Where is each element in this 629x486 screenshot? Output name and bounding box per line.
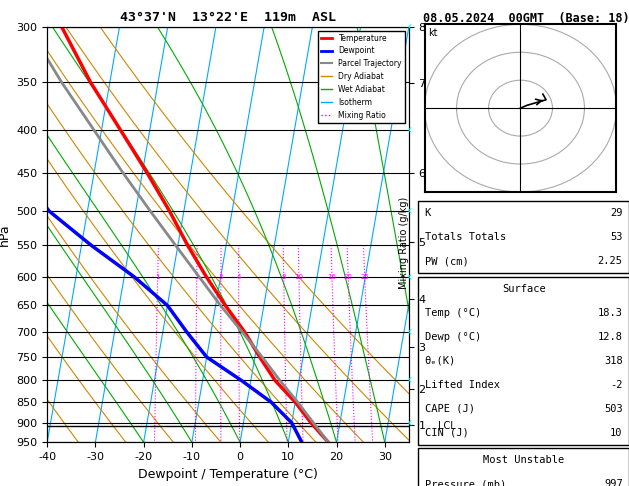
- Text: ‹: ‹: [408, 123, 413, 138]
- Bar: [418, 201, 629, 273]
- Text: 997: 997: [604, 479, 623, 486]
- Text: 16: 16: [328, 274, 337, 279]
- Text: ‹: ‹: [408, 416, 413, 430]
- Text: ‹: ‹: [408, 325, 413, 339]
- Text: Pressure (mb): Pressure (mb): [425, 479, 506, 486]
- Text: 503: 503: [604, 404, 623, 414]
- Text: Mixing Ratio (g/kg): Mixing Ratio (g/kg): [399, 197, 409, 289]
- Text: θₑ(K): θₑ(K): [425, 356, 456, 365]
- Text: 8: 8: [282, 274, 286, 279]
- Text: 10: 10: [294, 274, 303, 279]
- Text: Totals Totals: Totals Totals: [425, 232, 506, 242]
- Text: Most Unstable: Most Unstable: [483, 455, 564, 465]
- Bar: [418, 448, 629, 486]
- Text: 20: 20: [344, 274, 353, 279]
- Text: 2.25: 2.25: [598, 256, 623, 266]
- Text: K: K: [425, 208, 431, 218]
- Y-axis label: hPa: hPa: [0, 223, 11, 246]
- Text: Lifted Index: Lifted Index: [425, 380, 499, 390]
- Text: 3: 3: [219, 274, 223, 279]
- X-axis label: Dewpoint / Temperature (°C): Dewpoint / Temperature (°C): [138, 468, 318, 481]
- Text: PW (cm): PW (cm): [425, 256, 469, 266]
- Text: 08.05.2024  00GMT  (Base: 18): 08.05.2024 00GMT (Base: 18): [423, 12, 629, 25]
- Text: 10: 10: [610, 428, 623, 438]
- Text: -2: -2: [610, 380, 623, 390]
- Title: 43°37'N  13°22'E  119m  ASL: 43°37'N 13°22'E 119m ASL: [120, 11, 336, 24]
- Text: 53: 53: [610, 232, 623, 242]
- Text: Dewp (°C): Dewp (°C): [425, 331, 481, 342]
- Legend: Temperature, Dewpoint, Parcel Trajectory, Dry Adiabat, Wet Adiabat, Isotherm, Mi: Temperature, Dewpoint, Parcel Trajectory…: [318, 31, 405, 122]
- Text: 1: 1: [155, 274, 160, 279]
- Text: 25: 25: [360, 274, 369, 279]
- Text: 18.3: 18.3: [598, 308, 623, 318]
- Text: Surface: Surface: [502, 284, 545, 294]
- Text: LCL: LCL: [438, 421, 455, 431]
- Text: 2: 2: [194, 274, 199, 279]
- Text: ‹: ‹: [408, 373, 413, 387]
- Bar: [418, 277, 629, 445]
- Text: ‹: ‹: [408, 270, 413, 284]
- Text: ‹: ‹: [408, 20, 413, 34]
- Text: Temp (°C): Temp (°C): [425, 308, 481, 318]
- Text: 29: 29: [610, 208, 623, 218]
- Text: 4: 4: [237, 274, 241, 279]
- Text: CAPE (J): CAPE (J): [425, 404, 475, 414]
- Text: kt: kt: [428, 28, 438, 37]
- Text: ‹: ‹: [408, 204, 413, 218]
- Text: 318: 318: [604, 356, 623, 365]
- Text: 12.8: 12.8: [598, 331, 623, 342]
- Text: CIN (J): CIN (J): [425, 428, 469, 438]
